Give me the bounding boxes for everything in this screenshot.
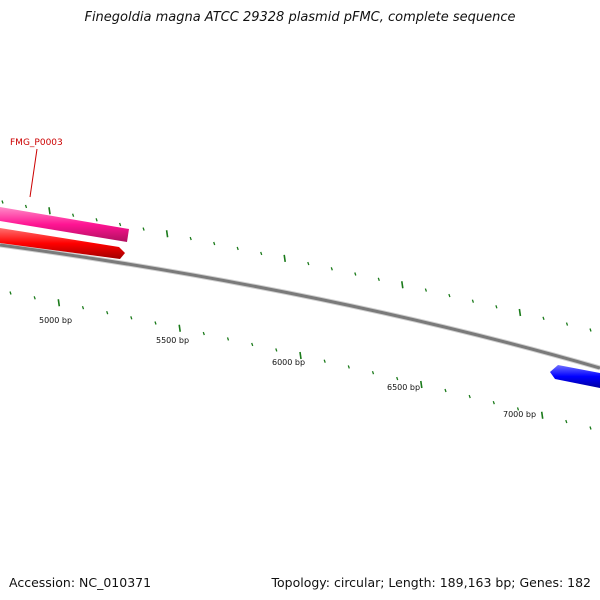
outer-tick-5 — [118, 222, 122, 227]
gene-arrow-fmg-p0003[interactable] — [0, 207, 129, 242]
inner-tick-8 — [202, 331, 205, 336]
outer-tick-13 — [307, 261, 310, 266]
inner-tick-marks — [9, 291, 592, 430]
outer-tick-8 — [189, 236, 192, 241]
outer-tick-18 — [424, 288, 428, 292]
inner-tick-13 — [323, 359, 326, 363]
inner-tick-23 — [565, 419, 568, 424]
outer-tick-0 — [1, 200, 4, 204]
outer-tick-21 — [495, 305, 498, 309]
inner-tick-4 — [106, 310, 109, 315]
gene-arrow-blue[interactable] — [550, 365, 600, 388]
inner-tick-20 — [492, 400, 495, 405]
outer-tick-23 — [542, 316, 545, 321]
axis-label-6500: 6500 bp — [387, 383, 420, 392]
inner-tick-14 — [347, 365, 350, 369]
plasmid-backbone-core — [0, 243, 600, 370]
inner-tick-7 — [178, 324, 181, 332]
outer-tick-11 — [260, 251, 263, 256]
gene-label-leader — [29, 148, 38, 198]
inner-tick-1 — [33, 296, 36, 300]
outer-tick-1 — [24, 204, 28, 209]
plasmid-backbone — [0, 242, 600, 371]
axis-label-7000: 7000 bp — [503, 410, 536, 419]
inner-tick-12 — [299, 351, 302, 360]
inner-tick-6 — [154, 321, 157, 325]
outer-tick-20 — [471, 299, 475, 303]
outer-tick-17 — [401, 281, 404, 289]
inner-tick-9 — [226, 337, 230, 341]
outer-tick-4 — [95, 218, 98, 222]
outer-tick-2 — [48, 207, 51, 215]
outer-tick-3 — [71, 213, 75, 217]
inner-tick-16 — [396, 376, 399, 381]
sequence-summary: Topology: circular; Length: 189,163 bp; … — [271, 575, 592, 590]
axis-label-6000: 6000 bp — [272, 358, 305, 367]
outer-tick-19 — [448, 293, 451, 298]
inner-tick-2 — [57, 299, 61, 307]
inner-tick-22 — [540, 411, 544, 419]
gene-label-fmg-p0003: FMG_P0003 — [10, 138, 63, 148]
outer-tick-10 — [236, 246, 239, 251]
outer-tick-14 — [330, 267, 333, 271]
inner-tick-3 — [81, 305, 85, 310]
inner-tick-18 — [444, 388, 447, 393]
inner-tick-17 — [420, 380, 423, 389]
inner-tick-21 — [516, 407, 520, 411]
map-title: Finegoldia magna ATCC 29328 plasmid pFMC… — [84, 10, 516, 25]
gene-arrow-red[interactable] — [0, 228, 125, 259]
inner-tick-19 — [468, 394, 471, 399]
outer-tick-9 — [213, 241, 216, 246]
outer-tick-15 — [354, 272, 357, 276]
accession-text: Accession: NC_010371 — [9, 575, 152, 590]
outer-tick-25 — [589, 328, 592, 332]
inner-tick-24 — [589, 426, 592, 430]
inner-tick-10 — [251, 342, 254, 347]
inner-tick-0 — [9, 291, 12, 295]
outer-tick-6 — [142, 227, 145, 231]
axis-label-5000: 5000 bp — [39, 316, 72, 325]
inner-tick-11 — [275, 348, 278, 352]
outer-tick-16 — [377, 277, 380, 282]
outer-tick-24 — [565, 322, 569, 326]
outer-tick-22 — [518, 308, 522, 317]
outer-tick-marks — [1, 200, 592, 332]
inner-tick-5 — [130, 316, 133, 320]
axis-label-5500: 5500 bp — [156, 336, 189, 345]
outer-tick-12 — [283, 254, 286, 263]
inner-tick-15 — [371, 370, 375, 375]
outer-tick-7 — [165, 230, 169, 238]
